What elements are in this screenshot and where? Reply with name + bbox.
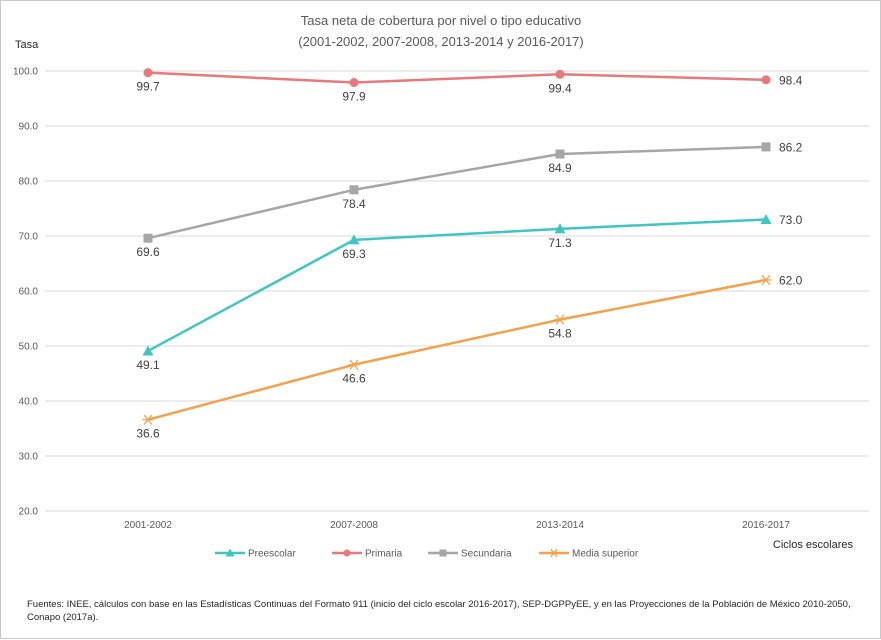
- x-tick-label: 2001-2002: [124, 520, 172, 531]
- series-line: [147, 71, 767, 84]
- chart-title-line-2: (2001-2002, 2007-2008, 2013-2014 y 2016-…: [298, 34, 584, 49]
- series-secundaria: 69.6 78.4 84.9 86.2: [136, 140, 802, 259]
- y-tick-label: 50.0: [19, 342, 39, 353]
- data-label: 36.6: [136, 427, 160, 441]
- data-point: [348, 359, 360, 370]
- legend-label: Secundaria: [461, 549, 512, 560]
- data-label: 99.4: [548, 81, 572, 95]
- chart-title-line-1: Tasa neta de cobertura por nivel o tipo …: [301, 13, 581, 28]
- x-tick-label: 2013-2014: [536, 520, 584, 531]
- data-point: [349, 78, 359, 88]
- series-line: [147, 218, 767, 353]
- data-point: [143, 233, 153, 243]
- legend-item: Primaria: [332, 549, 403, 560]
- data-label: 99.7: [136, 80, 160, 94]
- data-label: 71.3: [548, 236, 572, 250]
- y-tick-label: 40.0: [19, 397, 39, 408]
- data-label: 46.6: [342, 372, 366, 386]
- y-tick-label: 70.0: [19, 232, 39, 243]
- legend-label: Media superior: [572, 549, 639, 560]
- legend-item: Preescolar: [215, 548, 296, 560]
- y-tick-label: 100.0: [13, 67, 38, 78]
- data-point: [555, 69, 565, 79]
- data-point: [554, 223, 566, 234]
- x-axis-label: Ciclos escolares: [773, 539, 854, 551]
- data-point: [760, 274, 772, 286]
- data-label: 62.0: [779, 274, 803, 288]
- gridlines: [45, 70, 869, 512]
- series-line: [147, 278, 767, 421]
- data-point: [439, 549, 447, 557]
- legend-label: Primaria: [365, 549, 403, 560]
- y-tick-label: 90.0: [19, 122, 39, 133]
- data-label: 86.2: [779, 140, 803, 154]
- data-label: 84.9: [548, 161, 572, 175]
- data-point: [760, 214, 772, 224]
- data-point: [343, 549, 351, 557]
- legend: Preescolar Primaria Secundaria Media superi…: [215, 548, 639, 560]
- data-label: 97.9: [342, 90, 366, 104]
- y-tick-label: 30.0: [19, 452, 39, 463]
- data-label: 98.4: [779, 73, 803, 87]
- legend-item: Secundaria: [428, 549, 512, 560]
- y-tick-labels: 20.0 30.0 40.0 50.0 60.0 70.0 80.0 90.0 100.0: [13, 67, 38, 518]
- data-label: 69.3: [342, 247, 366, 261]
- y-tick-label: 60.0: [19, 287, 39, 298]
- data-point: [761, 75, 771, 85]
- series-preescolar: 49.1 69.3 71.3 73.0: [136, 213, 802, 372]
- series-layer: 49.1 69.3 71.3 73.0 99.7 97.9 99.4 98.4 69.6 78.4…: [136, 68, 803, 441]
- x-tick-label: 2016-2017: [742, 520, 790, 531]
- data-point: [143, 68, 153, 78]
- x-tick-label: 2007-2008: [330, 520, 378, 531]
- data-point: [348, 234, 360, 245]
- y-axis-label: Tasa: [15, 39, 39, 51]
- legend-label: Preescolar: [248, 549, 296, 560]
- data-point: [225, 548, 235, 557]
- data-label: 73.0: [779, 213, 803, 227]
- data-point: [761, 142, 771, 152]
- source-note: Fuentes: INEE, cálculos con base en las …: [27, 599, 851, 623]
- data-point: [349, 185, 359, 195]
- series-primaria: 99.7 97.9 99.4 98.4: [136, 68, 803, 104]
- legend-item: Media superior: [539, 549, 639, 560]
- series-media-superior: 36.6 46.6 54.8 62.0: [136, 274, 802, 441]
- y-tick-label: 20.0: [19, 507, 39, 518]
- data-label: 78.4: [342, 197, 366, 211]
- data-point: [554, 314, 566, 325]
- data-label: 69.6: [136, 245, 160, 259]
- data-point: [142, 414, 154, 425]
- data-point: [142, 345, 154, 356]
- x-tick-labels: 2001-2002 2007-2008 2013-2014 2016-2017: [124, 520, 790, 531]
- series-line: [147, 145, 767, 240]
- y-tick-label: 80.0: [19, 177, 39, 188]
- data-point: [555, 149, 565, 159]
- data-label: 54.8: [548, 327, 572, 341]
- data-point: [549, 548, 559, 558]
- data-label: 49.1: [136, 358, 160, 372]
